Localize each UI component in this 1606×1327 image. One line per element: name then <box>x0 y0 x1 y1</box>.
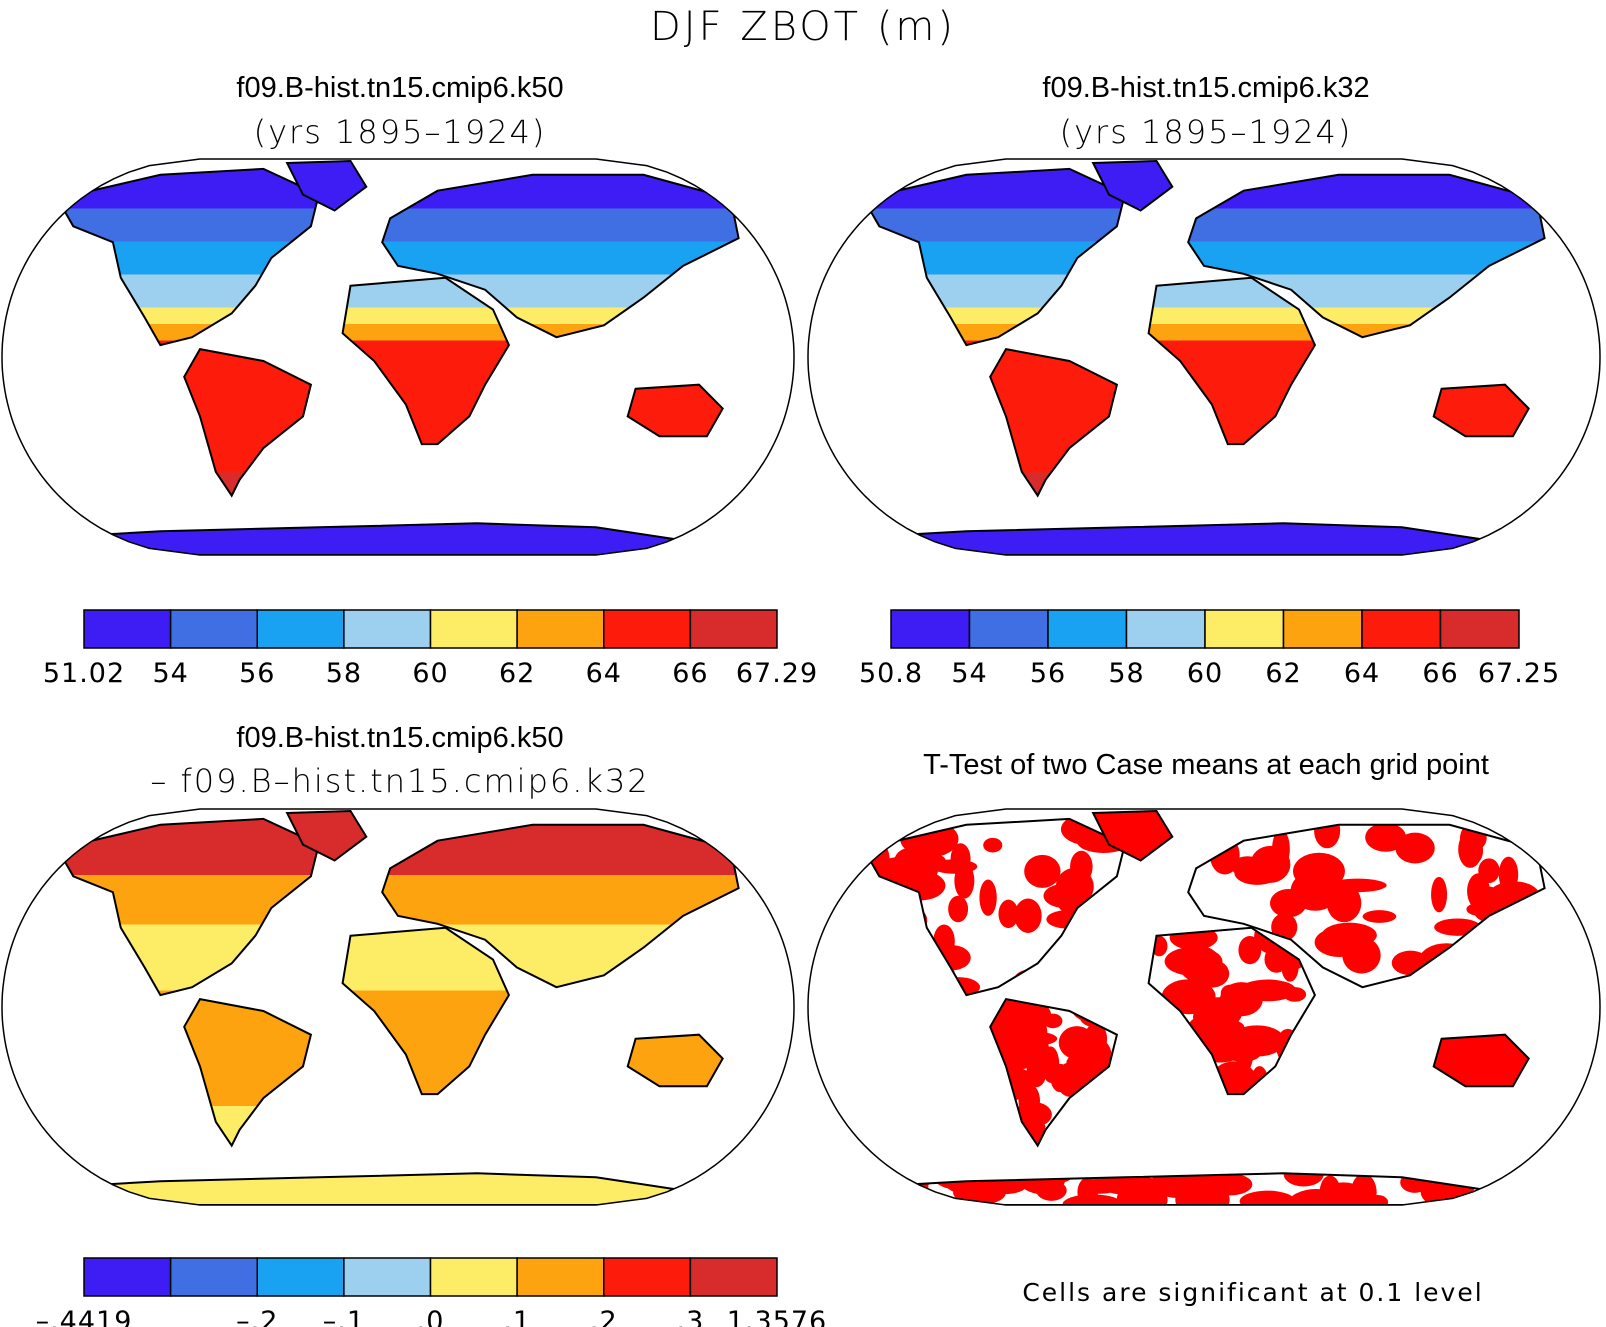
colorbar-swatch <box>968 609 1049 649</box>
panel-2-subtitle: (yrs 1895–1924) <box>1059 113 1353 151</box>
colorbar-tick-label: 64 <box>1344 658 1380 689</box>
colorbar-2: 50.8 54 56 58 60 62 64 66 67.25 <box>859 609 1560 689</box>
colorbar-tick-label: .2 <box>590 1306 618 1327</box>
colorbar-swatch <box>1282 609 1363 649</box>
colorbar-swatch <box>1439 609 1520 649</box>
panel-1-title: f09.B-hist.tn15.cmip6.k50 <box>236 72 564 104</box>
colorbar-1: 51.02 54 56 58 60 62 64 66 67.29 <box>43 609 818 689</box>
colorbar-tick-label: .0 <box>417 1306 445 1327</box>
colorbar-tick-label: .3 <box>676 1306 704 1327</box>
colorbar-tick-label: 67.25 <box>1478 658 1560 689</box>
colorbar-swatch <box>256 1257 345 1297</box>
map-border <box>1 808 795 1206</box>
colorbar-tick-label: 58 <box>1108 658 1144 689</box>
panel-1-subtitle: (yrs 1895–1924) <box>253 113 547 151</box>
colorbar-swatch <box>890 609 971 649</box>
map-panel-2 <box>807 158 1601 556</box>
landmass-australia <box>626 383 724 438</box>
colorbar-swatch <box>689 1257 778 1297</box>
colorbar-tick-label: 66 <box>672 658 708 689</box>
panel-2-title: f09.B-hist.tn15.cmip6.k32 <box>1042 72 1370 104</box>
colorbar-swatch <box>83 609 172 649</box>
colorbar-tick-label: 67.29 <box>736 658 818 689</box>
colorbar-tick-label: 60 <box>412 658 448 689</box>
landmass-australia <box>1432 383 1530 438</box>
colorbar-swatch <box>603 609 692 649</box>
map-panel-1 <box>1 158 795 556</box>
map-border <box>1 158 795 556</box>
colorbar-swatch <box>1204 609 1285 649</box>
colorbar-swatch <box>256 609 345 649</box>
colorbar-swatch <box>429 609 518 649</box>
map-panel-4 <box>807 808 1601 1206</box>
colorbar-swatch <box>689 609 778 649</box>
colorbar-3: –.4419 –.2 –.1 .0 .1 .2 .3 1.3576 <box>36 1257 827 1327</box>
map-border <box>807 158 1601 556</box>
colorbar-tick-label: 60 <box>1187 658 1223 689</box>
colorbar-tick-label: 56 <box>1030 658 1066 689</box>
colorbar-tick-label: 56 <box>239 658 275 689</box>
colorbar-tick-label: 62 <box>499 658 535 689</box>
colorbar-tick-label: –.4419 <box>36 1306 133 1327</box>
colorbar-swatch <box>343 609 432 649</box>
colorbar-swatch <box>169 1257 258 1297</box>
colorbar-tick-label: 54 <box>951 658 987 689</box>
colorbar-swatch <box>83 1257 172 1297</box>
colorbar-tick-label: .1 <box>503 1306 531 1327</box>
colorbar-swatch <box>516 609 605 649</box>
colorbar-swatch <box>1125 609 1206 649</box>
colorbar-tick-label: 1.3576 <box>727 1306 827 1327</box>
colorbar-tick-label: –.1 <box>323 1306 365 1327</box>
colorbar-swatch <box>1047 609 1128 649</box>
colorbar-swatch <box>516 1257 605 1297</box>
significance-note: Cells are significant at 0.1 level <box>1022 1278 1484 1307</box>
colorbar-swatch <box>169 609 258 649</box>
colorbar-swatch <box>603 1257 692 1297</box>
panel-4-title: T-Test of two Case means at each grid po… <box>923 749 1489 781</box>
colorbar-tick-label: 54 <box>152 658 188 689</box>
colorbar-tick-label: 62 <box>1265 658 1301 689</box>
colorbar-tick-label: 58 <box>326 658 362 689</box>
colorbar-tick-label: 51.02 <box>43 658 125 689</box>
figure-title: DJF ZBOT (m) <box>649 4 957 50</box>
landmass-antarctica <box>20 522 698 555</box>
colorbar-tick-label: 50.8 <box>859 658 923 689</box>
colorbar-tick-label: 66 <box>1422 658 1458 689</box>
panel-3-subtitle: – f09.B–hist.tn15.cmip6.k32 <box>150 762 650 800</box>
colorbar-swatch <box>1361 609 1442 649</box>
colorbar-tick-label: 64 <box>586 658 622 689</box>
colorbar-swatch <box>429 1257 518 1297</box>
colorbar-tick-label: –.2 <box>236 1306 278 1327</box>
colorbar-swatch <box>343 1257 432 1297</box>
panel-3-title: f09.B-hist.tn15.cmip6.k50 <box>236 722 564 754</box>
map-border <box>807 808 1601 1206</box>
map-panel-3 <box>1 808 795 1206</box>
